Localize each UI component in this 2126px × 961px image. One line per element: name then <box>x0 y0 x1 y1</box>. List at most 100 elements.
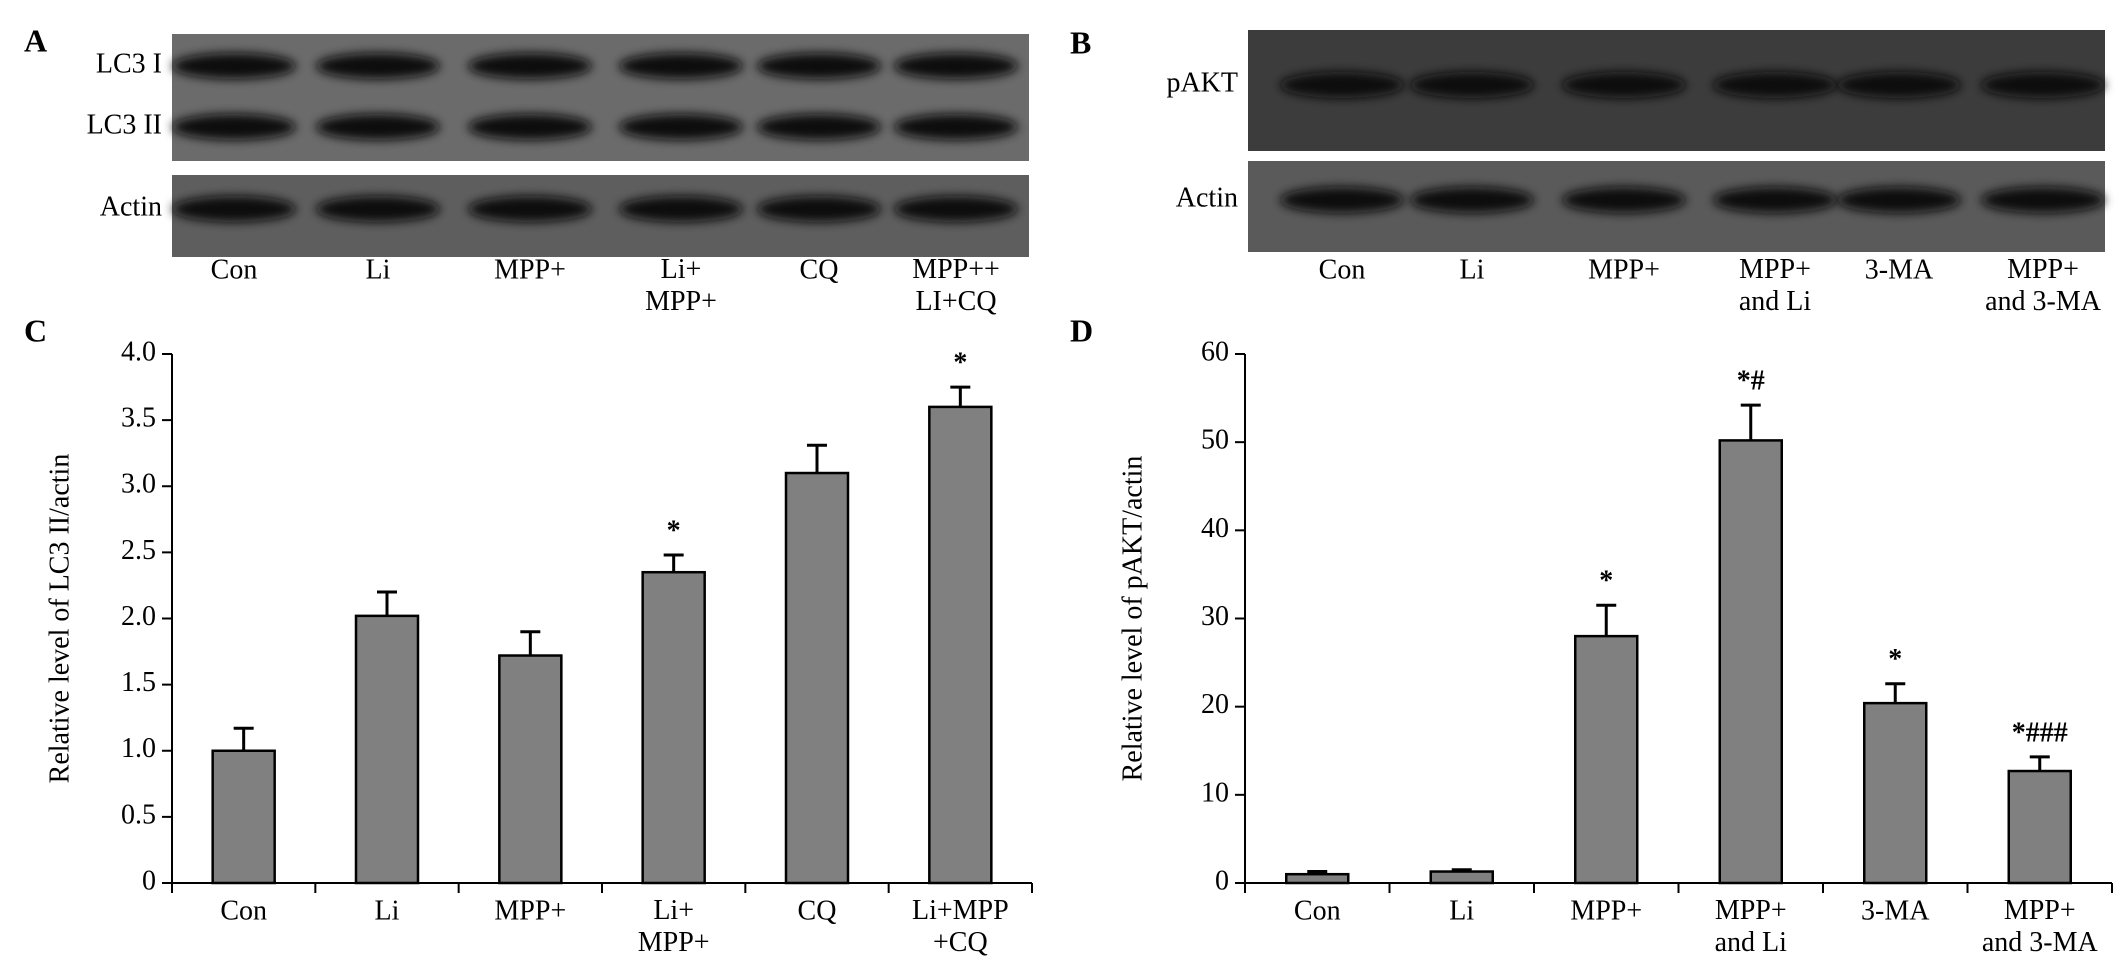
row-label: Actin <box>100 191 162 222</box>
blot-band <box>894 196 1018 222</box>
y-tick-label: 3.5 <box>121 403 156 434</box>
blot-band <box>619 53 743 79</box>
y-tick-label: 1.5 <box>121 667 156 698</box>
x-tick-label: CQ <box>798 895 837 926</box>
lane-label: CQ <box>800 254 839 285</box>
x-tick-label: Con <box>1294 895 1341 926</box>
y-tick-label: 1.0 <box>121 733 156 764</box>
blot-band <box>172 53 296 79</box>
bar <box>211 749 276 885</box>
annotation: * <box>1599 566 1613 597</box>
blot-pane <box>172 175 1029 257</box>
blot-band <box>1837 187 1961 213</box>
x-tick-label: Con <box>220 895 267 926</box>
x-tick-label: 3-MA <box>1861 895 1930 926</box>
y-axis-label: Relative level of pAKT/actin <box>1117 456 1148 782</box>
lane-label: MPP+ <box>494 254 566 285</box>
x-tick-label: MPP+ <box>1570 895 1642 926</box>
annotation: * <box>667 515 681 546</box>
blot-band <box>1713 187 1837 213</box>
y-tick-label: 4.0 <box>121 336 156 367</box>
lane-label: Con <box>211 254 258 285</box>
panel-letter: D <box>1070 312 1093 348</box>
bar <box>1863 701 1928 885</box>
bar <box>1285 872 1350 885</box>
blot-band <box>1837 72 1961 98</box>
blot-band <box>894 114 1018 140</box>
lane-label: MPP+ and Li <box>1739 254 1812 317</box>
bar <box>354 614 420 885</box>
y-axis-label: Relative level of LC3 II/actin <box>44 454 75 784</box>
panel-letter: A <box>24 22 47 58</box>
row-label: pAKT <box>1166 67 1238 98</box>
y-tick-label: 2.5 <box>121 535 156 566</box>
blot-band <box>1280 72 1404 98</box>
blot-band <box>316 53 440 79</box>
blot-band <box>1280 187 1404 213</box>
annotation: *### <box>2012 717 2068 748</box>
blot-band <box>619 114 743 140</box>
bar <box>1718 439 1783 885</box>
x-tick-label: Li <box>375 895 400 926</box>
blot-band <box>757 196 881 222</box>
bar <box>498 654 563 885</box>
blot-band <box>468 114 592 140</box>
blot-pane <box>172 34 1029 161</box>
bar <box>2007 769 2072 885</box>
y-tick-label: 40 <box>1201 513 1229 544</box>
lane-label: MPP++ LI+CQ <box>912 254 1000 317</box>
y-tick-label: 0.5 <box>121 799 156 830</box>
blot-band <box>316 196 440 222</box>
y-tick-label: 60 <box>1201 336 1229 367</box>
blot-band <box>468 53 592 79</box>
bar <box>784 471 850 885</box>
bar <box>1574 634 1639 885</box>
lane-label: MPP+ and 3-MA <box>1985 254 2102 317</box>
blot-band <box>1410 187 1534 213</box>
blot-band <box>316 114 440 140</box>
blot-band <box>619 196 743 222</box>
y-tick-label: 0 <box>1215 865 1229 896</box>
panel-letter: B <box>1070 24 1091 60</box>
blot-band <box>1981 72 2105 98</box>
x-tick-label: Li+ MPP+ <box>638 895 710 958</box>
row-label: LC3 I <box>96 48 162 79</box>
blot-band <box>1562 72 1686 98</box>
lane-label: Con <box>1319 254 1366 285</box>
lane-label: 3-MA <box>1865 254 1934 285</box>
y-tick-label: 3.0 <box>121 469 156 500</box>
lane-label: Li+ MPP+ <box>645 254 717 317</box>
x-tick-label: Li+MPP +CQ <box>912 895 1009 958</box>
blot-band <box>894 53 1018 79</box>
bar <box>928 405 993 885</box>
lane-label: MPP+ <box>1588 254 1660 285</box>
x-tick-label: MPP+ and 3-MA <box>1982 895 2099 958</box>
bar <box>641 570 706 885</box>
blot-band <box>757 114 881 140</box>
y-tick-label: 20 <box>1201 689 1229 720</box>
blot-band <box>468 196 592 222</box>
y-tick-label: 0 <box>142 865 156 896</box>
y-tick-label: 10 <box>1201 777 1229 808</box>
y-tick-label: 50 <box>1201 425 1229 456</box>
lane-label: Li <box>366 254 391 285</box>
x-tick-label: Li <box>1449 895 1474 926</box>
blot-band <box>1713 72 1837 98</box>
blot-band <box>1981 187 2105 213</box>
annotation: * <box>1888 644 1902 675</box>
blot-band <box>1410 72 1534 98</box>
bar <box>1429 870 1494 885</box>
blot-band <box>172 114 296 140</box>
y-tick-label: 30 <box>1201 601 1229 632</box>
blot-band <box>1562 187 1686 213</box>
blot-band <box>172 196 296 222</box>
annotation: *# <box>1737 366 1765 397</box>
panel-letter: C <box>24 312 47 348</box>
blot-band <box>757 53 881 79</box>
annotation: * <box>953 347 967 378</box>
row-label: Actin <box>1176 182 1238 213</box>
lane-label: Li <box>1460 254 1485 285</box>
x-tick-label: MPP+ <box>494 895 566 926</box>
y-tick-label: 2.0 <box>121 601 156 632</box>
